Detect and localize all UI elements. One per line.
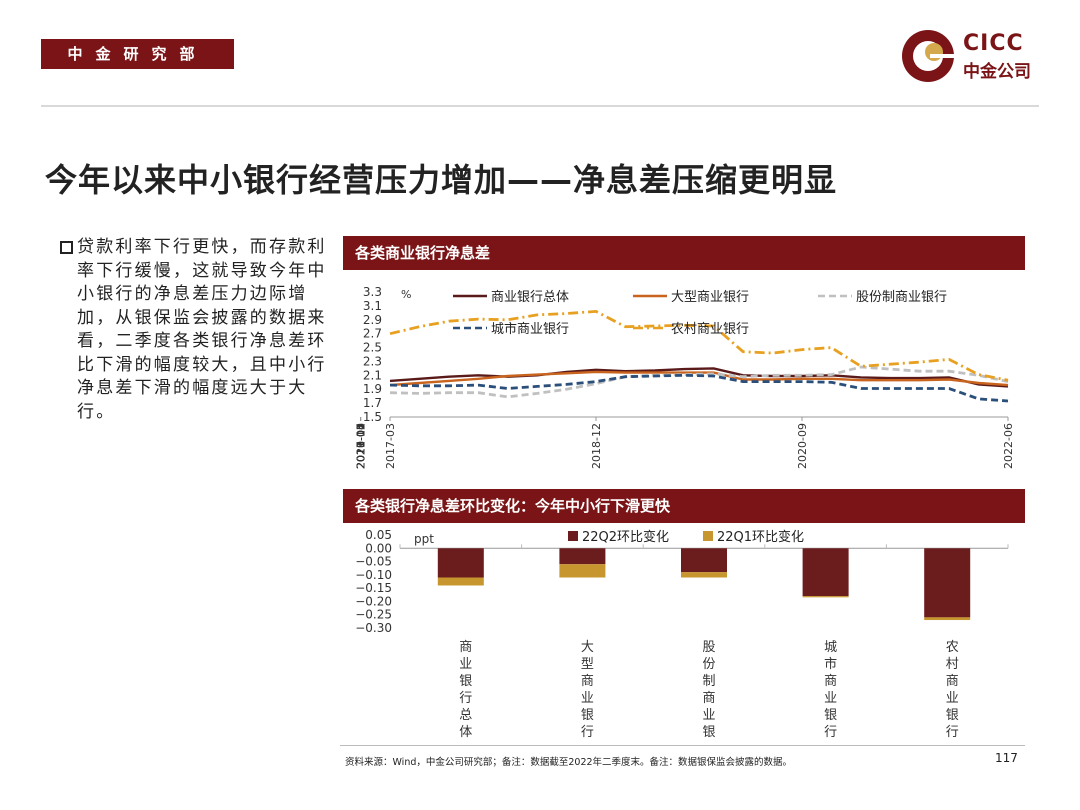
page-title: 今年以来中小银行经营压力增加——净息差压缩更明显 [45,161,838,199]
x-tick-label: 2020-02 [355,423,368,469]
y-tick-label: 3.3 [363,285,382,299]
category-label: 大型商业银行 [581,640,594,740]
nim-change-bar-chart: 0.050.00−0.05−0.10−0.15−0.20−0.25−0.30 pp… [355,528,1009,740]
cicc-logo-mark [902,30,956,82]
x-tick-label: 2017-10 [355,423,368,469]
y-tick-label: −0.20 [355,594,392,608]
legend-label: 商业银行总体 [491,290,569,305]
department-label: 中金研究部 [41,39,234,69]
footer-divider [340,745,1025,746]
bar-chart-header: 各类银行净息差环比变化：今年中小行下滑更快 [343,489,1025,523]
bar-segment [924,548,971,618]
y-tick-label: 2.3 [363,354,382,368]
y-tick-label: 2.9 [363,313,382,327]
legend-label: 22Q2环比变化 [582,529,669,545]
category-label: 股份制商业银行 [702,640,715,740]
bullet-point: 贷款利率下行更快，而存款利率下行缓慢，这就导致今年中小银行的净息差压力边际增加，… [60,236,332,424]
y-tick-label: −0.10 [355,568,392,582]
bar-segment [681,548,727,573]
y-unit-label: % [401,288,411,301]
y-tick-label: 1.5 [363,410,382,424]
legend-label: 农村商业银行 [671,322,749,337]
line-chart-header: 各类商业银行净息差 [343,236,1025,270]
legend-swatch [703,531,713,541]
bar-segment [437,548,484,578]
y-tick-label: −0.25 [355,608,392,622]
y-tick-label: 1.7 [363,396,382,410]
y-tick-label: 2.7 [363,327,382,341]
legend-label: 城市商业银行 [491,321,569,337]
x-tick-label: 2022-06 [1002,423,1015,469]
y-tick-label: 3.1 [363,299,382,313]
bar-segment [559,548,606,565]
bar-segment [802,548,849,597]
legend-swatch [568,531,578,541]
legend-label: 股份制商业银行 [856,290,947,305]
y-tick-label: 1.9 [363,382,382,396]
category-label: 城市商业银行 [824,640,837,740]
bar-segment [437,577,484,586]
bullet-text: 贷款利率下行更快，而存款利率下行缓慢，这就导致今年中小银行的净息差压力边际增加，… [77,237,327,422]
x-tick-label: 2018-12 [590,423,603,469]
bar-segment [802,596,849,598]
category-label: 商业银行总体 [459,640,472,740]
y-tick-label: 2.5 [363,341,382,355]
x-tick-label: 2018-05 [355,423,368,469]
y-tick-label: 0.05 [365,528,392,542]
bar-segment [681,572,727,578]
y-unit-label: ppt [414,532,434,546]
nim-line-chart: 3.33.12.92.72.52.32.11.91.71.5% 2017-03 20… [355,285,1015,469]
y-tick-label: 0.00 [365,541,392,555]
line-series [389,373,1009,403]
logo-text-en: CICC [963,31,1024,56]
y-tick-label: −0.30 [355,621,392,635]
line-series [389,370,1009,387]
source-note: 资料来源：Wind，中金公司研究部；备注：数据截至2022年二季度末。备注：数据… [345,757,793,768]
header-divider [41,105,1039,107]
category-label: 农村商业银行 [946,640,959,740]
page-number: 117 [995,751,1018,765]
bar-segment [924,617,971,621]
x-tick-label: 2017-03 [384,423,397,469]
cicc-logo: CICC 中金公司 [900,28,1050,84]
x-tick-label: 2021-11 [355,423,368,469]
legend-label: 22Q1环比变化 [717,529,804,545]
x-tick-label: 2021-04 [355,423,368,469]
bar-segment [559,564,606,578]
line-series [389,367,1009,388]
logo-text-cn: 中金公司 [963,62,1031,82]
line-series [389,309,1009,382]
y-tick-label: −0.15 [355,581,392,595]
bullet-square-icon [60,241,73,254]
x-tick-label: 2019-07 [355,423,368,469]
y-tick-label: 2.1 [363,368,382,382]
y-tick-label: −0.05 [355,555,392,569]
x-tick-label: 2020-09 [796,423,809,469]
legend-label: 大型商业银行 [671,290,749,305]
